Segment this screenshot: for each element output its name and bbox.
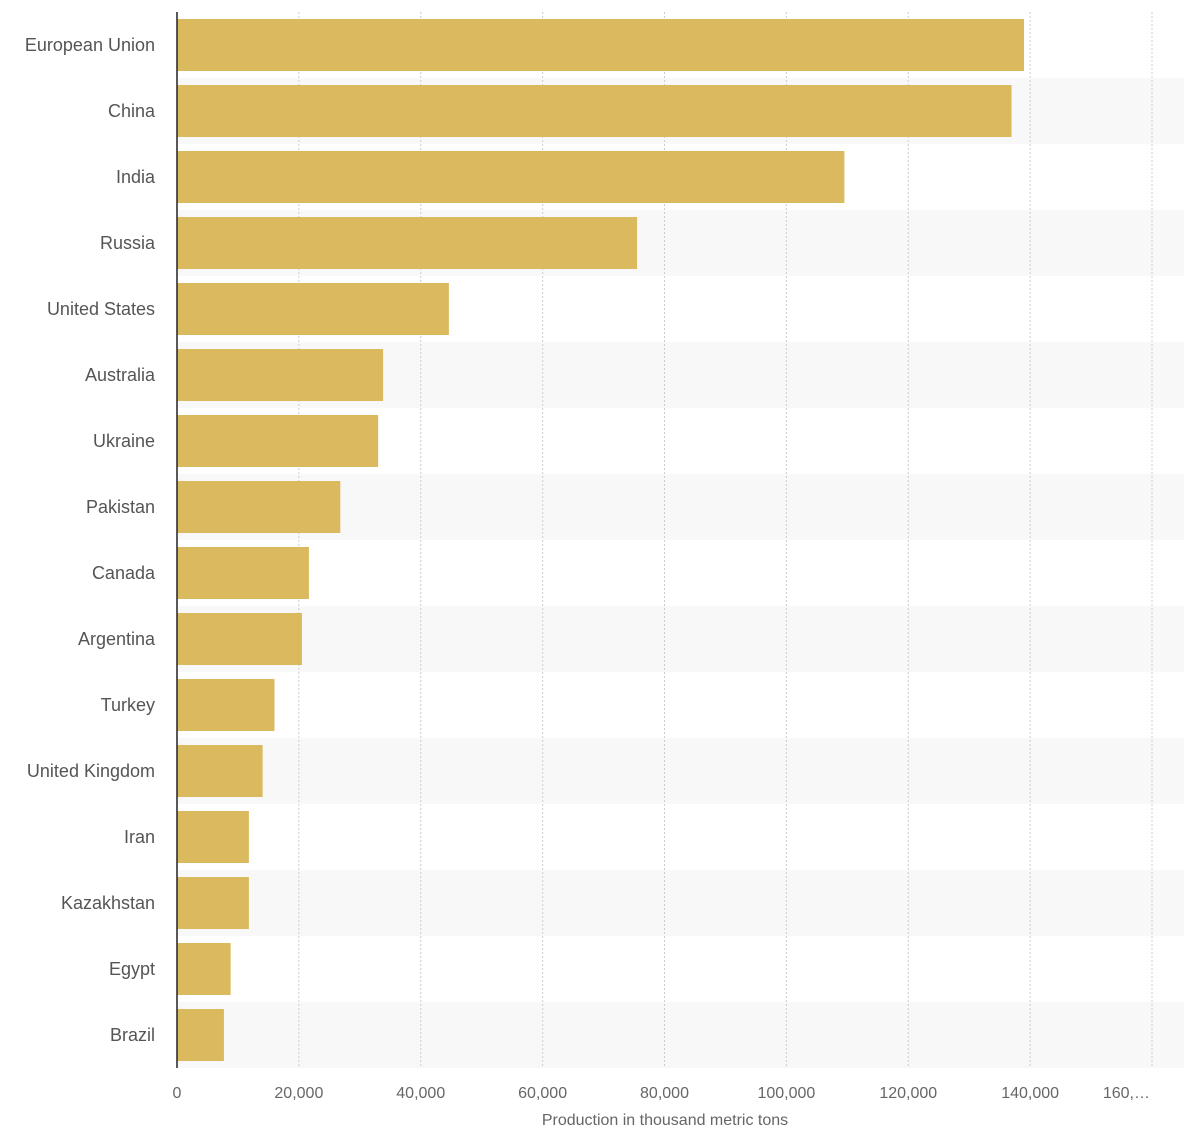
bar-kazakhstan <box>177 877 249 929</box>
category-label: Pakistan <box>86 497 155 517</box>
x-tick-label: 160,… <box>1103 1085 1150 1102</box>
bar-united-states <box>177 283 449 335</box>
category-label: Turkey <box>101 695 155 715</box>
bar-australia <box>177 349 384 401</box>
row-stripe <box>177 606 1184 672</box>
category-label: Kazakhstan <box>61 893 155 913</box>
category-label: China <box>108 101 156 121</box>
bar-india <box>177 151 845 203</box>
bar-argentina <box>177 613 302 665</box>
row-stripe <box>177 870 1184 936</box>
row-stripes <box>177 78 1184 1068</box>
category-labels: European Union China India Russia United Sta… <box>25 35 156 1045</box>
bar-turkey <box>177 679 275 731</box>
category-label: India <box>116 167 156 187</box>
bar-russia <box>177 217 638 269</box>
bar-china <box>177 85 1012 137</box>
row-stripe <box>177 474 1184 540</box>
row-stripe <box>177 1002 1184 1068</box>
category-label: Egypt <box>109 959 155 979</box>
bar-egypt <box>177 943 231 995</box>
category-label: United States <box>47 299 155 319</box>
category-label: European Union <box>25 35 155 55</box>
bar-european-union <box>177 19 1025 71</box>
category-label: Australia <box>85 365 156 385</box>
bars <box>177 19 1025 1061</box>
x-tick-label: 20,000 <box>274 1085 323 1102</box>
category-label: Iran <box>124 827 155 847</box>
bar-iran <box>177 811 249 863</box>
bar-united-kingdom <box>177 745 263 797</box>
x-tick-label: 140,000 <box>1001 1085 1059 1102</box>
category-label: Canada <box>92 563 156 583</box>
category-label: Ukraine <box>93 431 155 451</box>
bar-brazil <box>177 1009 224 1061</box>
x-tick-label: 40,000 <box>396 1085 445 1102</box>
x-axis-title: Production in thousand metric tons <box>542 1112 788 1129</box>
x-tick-label: 0 <box>173 1085 182 1102</box>
category-label: Brazil <box>110 1025 155 1045</box>
x-tick-labels: 0 20,000 40,000 60,000 80,000 100,000 120,000 1… <box>173 1085 1150 1102</box>
category-label: Argentina <box>78 629 156 649</box>
bar-pakistan <box>177 481 341 533</box>
x-tick-label: 80,000 <box>640 1085 689 1102</box>
bar-canada <box>177 547 309 599</box>
x-tick-label: 100,000 <box>757 1085 815 1102</box>
bar-ukraine <box>177 415 379 467</box>
category-label: United Kingdom <box>27 761 155 781</box>
x-tick-label: 120,000 <box>879 1085 937 1102</box>
category-label: Russia <box>100 233 156 253</box>
row-stripe <box>177 738 1184 804</box>
x-tick-label: 60,000 <box>518 1085 567 1102</box>
